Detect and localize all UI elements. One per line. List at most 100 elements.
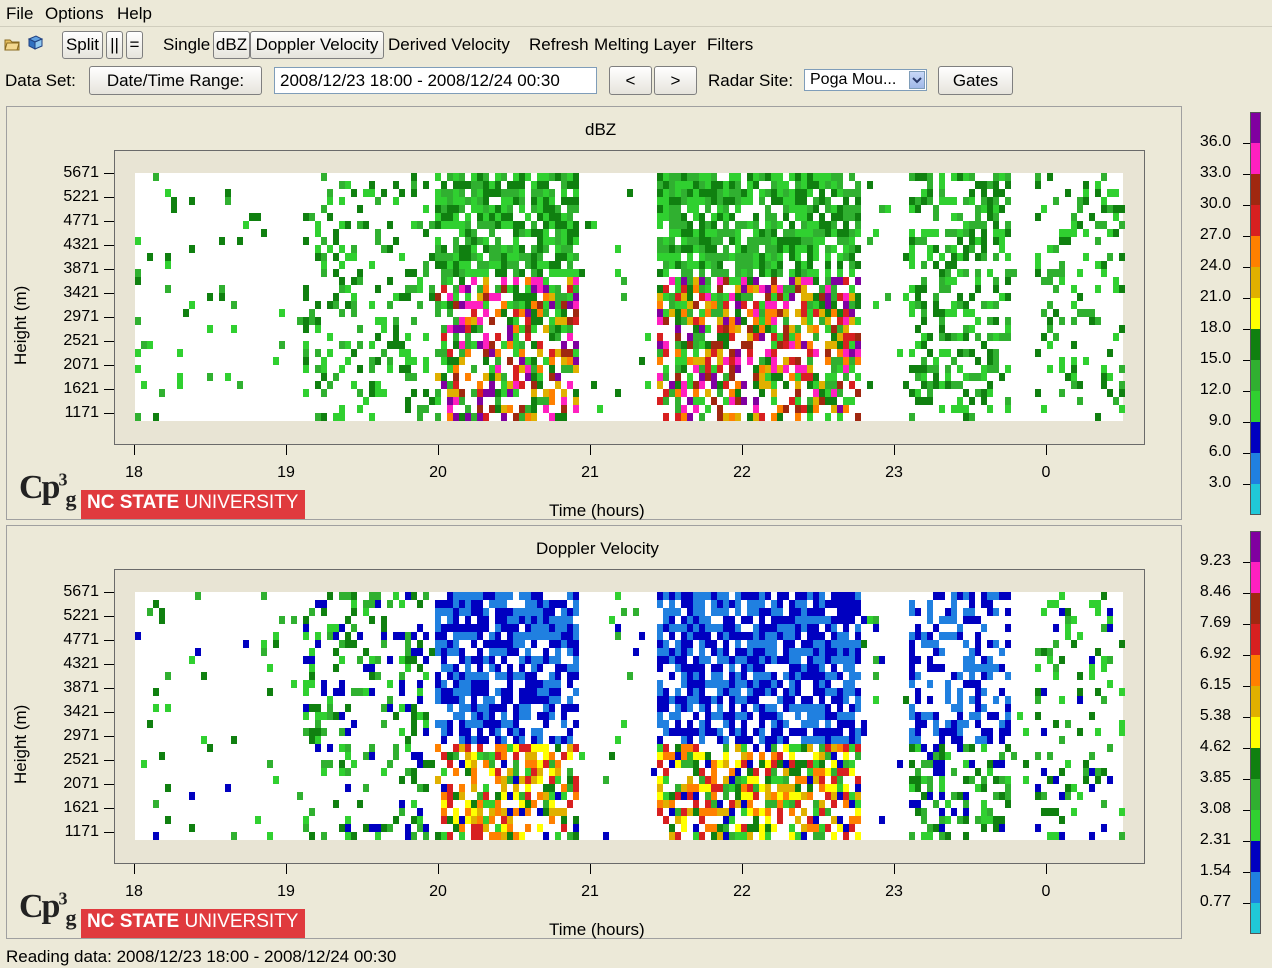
previous-button[interactable]: < <box>609 66 652 95</box>
radar-gate <box>483 213 489 221</box>
melting-layer-button[interactable]: Melting Layer <box>594 35 697 54</box>
radar-gate <box>459 696 465 704</box>
refresh-button[interactable]: Refresh <box>529 35 589 54</box>
menu-file[interactable]: File <box>6 4 34 23</box>
radar-gate <box>945 245 951 253</box>
next-button[interactable]: > <box>654 66 697 95</box>
radar-gate <box>969 245 975 253</box>
radar-gate <box>1095 317 1101 325</box>
single-button[interactable]: Single <box>163 35 211 54</box>
radar-gate <box>471 365 477 373</box>
radar-gate <box>531 373 537 381</box>
radar-gate <box>291 680 297 688</box>
radar-gate <box>687 808 693 816</box>
radar-gate <box>807 245 813 253</box>
radar-gate <box>483 784 489 792</box>
dbz-plot-area[interactable] <box>135 173 1125 421</box>
radar-gate <box>981 704 987 712</box>
radar-gate <box>855 808 861 816</box>
dbz-toggle[interactable]: dBZ <box>213 31 250 59</box>
radar-gate <box>525 680 531 688</box>
radar-gate <box>543 325 549 333</box>
radar-gate <box>729 656 735 664</box>
radar-gate <box>843 784 849 792</box>
doppler-velocity-toggle[interactable]: Doppler Velocity <box>250 31 384 59</box>
radar-gate <box>753 808 759 816</box>
datetime-range-button[interactable]: Date/Time Range: <box>89 66 262 95</box>
radar-gate <box>753 784 759 792</box>
radar-gate <box>825 784 831 792</box>
radar-gate <box>807 720 813 728</box>
radar-gate <box>633 608 639 616</box>
x-tick-label: 23 <box>885 883 903 900</box>
radar-gate <box>873 696 879 704</box>
radar-gate <box>495 261 501 269</box>
radar-gate <box>135 349 141 357</box>
radar-gate <box>969 656 975 664</box>
radar-gate <box>1005 405 1011 413</box>
menu-options[interactable]: Options <box>45 4 104 23</box>
radar-gate <box>993 333 999 341</box>
radar-gate <box>165 189 171 197</box>
filters-button[interactable]: Filters <box>707 35 754 54</box>
datetime-range-field[interactable]: 2008/12/23 18:00 - 2008/12/24 00:30 <box>274 67 597 94</box>
radar-gate <box>819 640 825 648</box>
radar-gate <box>705 301 711 309</box>
radar-gate <box>501 776 507 784</box>
radar-gate <box>447 173 453 181</box>
radar-gate <box>957 592 963 600</box>
radar-gate <box>1005 784 1011 792</box>
radar-gate <box>483 800 489 808</box>
side-by-side-button[interactable]: || <box>106 31 123 59</box>
radar-gate <box>1101 624 1107 632</box>
radar-gate <box>939 664 945 672</box>
radar-site-select[interactable]: Poga Mou... <box>804 69 927 91</box>
radar-gate <box>771 792 777 800</box>
radar-gate <box>741 221 747 229</box>
stacked-button[interactable]: = <box>126 31 143 59</box>
radar-gate <box>987 269 993 277</box>
radar-gate <box>531 413 537 421</box>
menu-help[interactable]: Help <box>117 4 152 23</box>
radar-gate <box>747 221 753 229</box>
radar-gate <box>315 413 321 421</box>
y-tick-label: 2071 <box>63 356 99 373</box>
radar-gate <box>339 640 345 648</box>
y-tick-mark <box>104 808 114 809</box>
derived-velocity-button[interactable]: Derived Velocity <box>388 35 510 54</box>
gates-button[interactable]: Gates <box>938 66 1013 95</box>
radar-gate <box>939 816 945 824</box>
radar-gate <box>483 736 489 744</box>
radar-gate <box>801 173 807 181</box>
x-tick-mark <box>286 864 287 874</box>
split-button[interactable]: Split <box>62 31 103 59</box>
radar-gate <box>999 792 1005 800</box>
radar-gate <box>447 696 453 704</box>
radar-gate <box>1059 592 1065 600</box>
book-icon[interactable] <box>27 35 44 50</box>
radar-gate <box>393 592 399 600</box>
radar-gate <box>843 752 849 760</box>
radar-gate <box>759 325 765 333</box>
radar-gate <box>705 760 711 768</box>
radar-gate <box>513 608 519 616</box>
radar-gate <box>1119 688 1125 696</box>
radar-gate <box>165 285 171 293</box>
radar-gate <box>411 816 417 824</box>
radar-gate <box>759 688 765 696</box>
doppler-plot-area[interactable] <box>135 592 1125 840</box>
radar-gate <box>837 640 843 648</box>
radar-gate <box>573 341 579 349</box>
chevron-down-icon[interactable] <box>909 71 925 89</box>
radar-gate <box>753 173 759 181</box>
radar-gate <box>561 389 567 397</box>
radar-gate <box>771 736 777 744</box>
open-folder-icon[interactable] <box>4 36 20 51</box>
radar-gate <box>909 640 915 648</box>
radar-gate <box>735 768 741 776</box>
radar-gate <box>699 672 705 680</box>
radar-gate <box>471 696 477 704</box>
radar-gate <box>441 301 447 309</box>
radar-gate <box>921 237 927 245</box>
radar-gate <box>549 640 555 648</box>
